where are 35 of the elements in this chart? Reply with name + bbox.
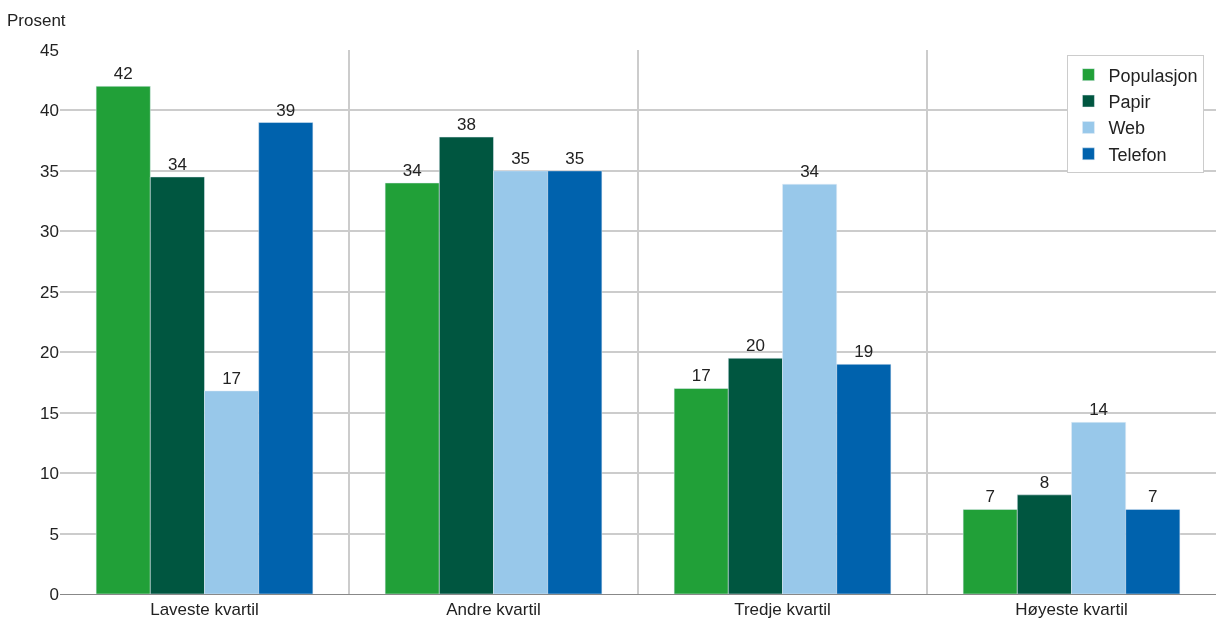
data-label: 39 xyxy=(276,100,296,120)
data-label: 19 xyxy=(854,342,874,362)
y-tick-label: 20 xyxy=(40,343,59,363)
y-tick-label: 5 xyxy=(49,524,59,544)
legend-label: Web xyxy=(1108,118,1146,139)
y-tick-label: 30 xyxy=(40,222,59,242)
data-label: 20 xyxy=(745,336,765,356)
x-tick-label: Tredje kvartil xyxy=(734,600,831,620)
data-label: 35 xyxy=(511,148,531,168)
data-label: 34 xyxy=(800,162,820,182)
data-label: 7 xyxy=(1148,487,1158,507)
x-tick-label: Andre kvartil xyxy=(446,600,541,620)
data-label: 34 xyxy=(167,154,187,174)
data-label: 35 xyxy=(565,148,585,168)
y-tick-label: 35 xyxy=(40,161,59,181)
legend-label: Telefon xyxy=(1108,144,1167,165)
y-tick-label: 15 xyxy=(40,403,59,423)
data-label: 8 xyxy=(1039,472,1050,492)
y-tick-label: 25 xyxy=(40,282,59,302)
data-label: 7 xyxy=(985,487,995,507)
x-tick-label: Høyeste kvartil xyxy=(1015,600,1128,620)
y-tick-label: 45 xyxy=(40,40,59,60)
x-tick-label: Laveste kvartil xyxy=(150,600,259,620)
data-label: 34 xyxy=(402,160,422,180)
legend-label: Populasjon xyxy=(1108,65,1198,86)
data-label: 17 xyxy=(222,368,242,388)
data-label: 42 xyxy=(113,64,133,84)
y-axis-title: Prosent xyxy=(7,11,66,30)
data-label: 14 xyxy=(1089,400,1109,420)
y-tick-label: 40 xyxy=(40,101,59,121)
y-tick-label: 0 xyxy=(49,584,59,604)
data-label: 38 xyxy=(456,115,476,135)
data-label: 17 xyxy=(691,366,711,386)
y-tick-label: 10 xyxy=(40,464,59,484)
legend-label: Papir xyxy=(1108,92,1151,113)
